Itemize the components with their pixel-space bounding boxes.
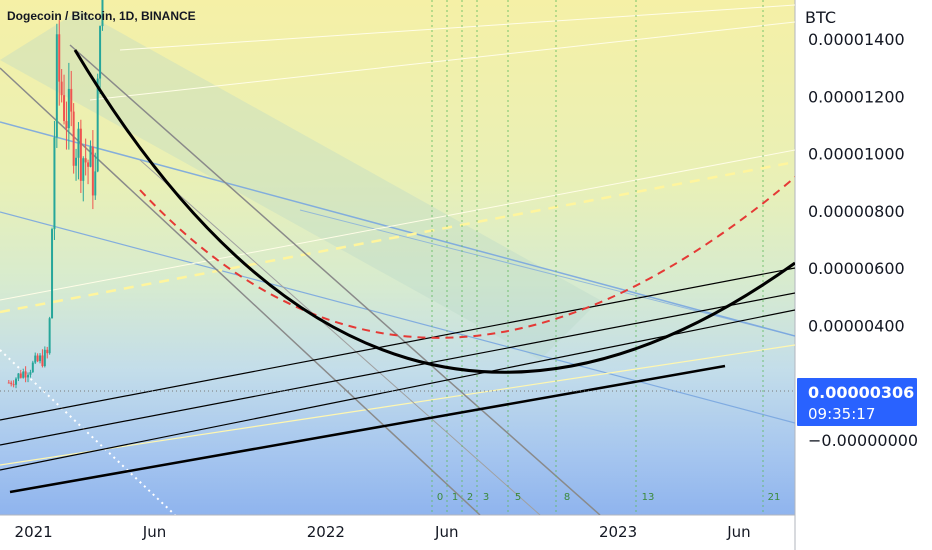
candle-body	[87, 162, 90, 167]
candle-body	[99, 26, 102, 79]
faint-line-1	[89, 21, 795, 101]
faint-line-2	[0, 149, 795, 301]
x-tick-label: 2021	[15, 523, 53, 541]
y-tick-label: 0.00001200	[808, 87, 905, 106]
yellow-dashed-trendline	[0, 160, 795, 314]
fib-time-label: 0	[437, 492, 443, 503]
white-dotted-line	[0, 349, 176, 515]
y-tick-label: 0.00001000	[808, 145, 905, 164]
candle-body	[24, 371, 27, 378]
candle-body	[79, 128, 82, 181]
black-parabola	[73, 49, 795, 374]
candle-body	[82, 158, 85, 181]
price-axis-background	[795, 0, 932, 550]
y-tick-labels: 0.00001400 0.00001200 0.00001000 0.00000800…	[808, 30, 918, 450]
candle-body	[41, 355, 44, 367]
candle-body	[46, 349, 49, 354]
gray-descending-line-3	[139, 159, 541, 515]
candle-body	[22, 371, 25, 378]
y-tick-label: −0.00000000	[808, 431, 918, 450]
blue-descending-line-1	[0, 121, 795, 337]
current-price-label: 0.00000306	[808, 383, 914, 402]
candle-body	[75, 157, 78, 166]
faint-line-3	[119, 4, 795, 51]
candle-body	[70, 88, 73, 112]
candle-body	[51, 229, 54, 319]
candle-body	[89, 146, 92, 167]
fib-labels: 0 1 2 3 5 8 13 21	[437, 492, 781, 503]
candle-body	[10, 382, 13, 385]
candle-body	[101, 0, 104, 27]
price-axis-unit: BTC	[805, 8, 836, 27]
x-tick-label: Jun	[434, 523, 458, 541]
current-price-label-bg[interactable]	[797, 378, 917, 426]
candle-body	[65, 121, 68, 129]
candle-body	[55, 34, 58, 138]
fib-time-label: 2	[467, 492, 473, 503]
fib-time-label: 8	[564, 492, 570, 503]
x-tick-labels: 2021 Jun 2022 Jun 2023 Jun	[15, 523, 751, 541]
candle-body	[29, 372, 32, 375]
black-channel-line-2	[0, 292, 795, 446]
candle-body	[60, 81, 63, 96]
fib-time-label: 1	[452, 492, 458, 503]
candle-body	[36, 355, 39, 362]
candle-body	[58, 34, 61, 82]
candle-body	[72, 111, 75, 166]
y-tick-label: 0.00000400	[808, 316, 905, 335]
candle-body	[43, 349, 46, 367]
fib-time-label: 21	[768, 492, 781, 503]
gray-descending-line-2	[69, 44, 601, 515]
shaded-channel	[0, 10, 600, 360]
black-channel-line-3	[0, 309, 795, 471]
candle-body	[94, 171, 97, 196]
chart-title: Dogecoin / Bitcoin, 1D, BINANCE	[7, 9, 196, 23]
black-channel-line-1	[0, 267, 795, 421]
plot-background	[0, 0, 795, 515]
x-tick-label: 2023	[599, 523, 637, 541]
fib-time-label: 5	[515, 492, 521, 503]
candle-body	[17, 373, 20, 379]
candle-body	[67, 88, 70, 129]
candle-body	[39, 355, 42, 362]
candle-body	[96, 78, 99, 172]
red-dashed-parabola	[139, 175, 795, 339]
fib-time-label: 3	[483, 492, 489, 503]
yellow-parallel-line	[0, 344, 795, 466]
candle-body	[31, 362, 34, 373]
candle-body	[53, 137, 56, 230]
fib-time-zones	[431, 0, 764, 515]
candle-body	[12, 384, 15, 386]
candle-body	[77, 128, 80, 158]
countdown-label: 09:35:17	[808, 405, 875, 423]
black-support-line	[9, 364, 726, 494]
y-tick-label: 0.00000800	[808, 202, 905, 221]
candle-body	[34, 355, 37, 363]
candle-body	[48, 318, 51, 354]
candle-body	[84, 158, 87, 163]
candle-body	[27, 374, 30, 378]
candles-group	[7, 0, 104, 389]
candle-body	[19, 373, 22, 378]
candle-body	[63, 95, 66, 122]
x-tick-label: Jun	[726, 523, 750, 541]
y-tick-label: 0.00000600	[808, 259, 905, 278]
y-tick-label: 0.00001400	[808, 30, 905, 49]
blue-descending-line-2	[0, 211, 795, 424]
fib-time-label: 13	[642, 492, 655, 503]
candle-body	[15, 378, 18, 385]
x-tick-label: 2022	[307, 523, 345, 541]
x-tick-label: Jun	[142, 523, 166, 541]
candle-body	[91, 146, 94, 196]
time-axis-background	[0, 515, 795, 550]
candle-body	[7, 382, 10, 384]
